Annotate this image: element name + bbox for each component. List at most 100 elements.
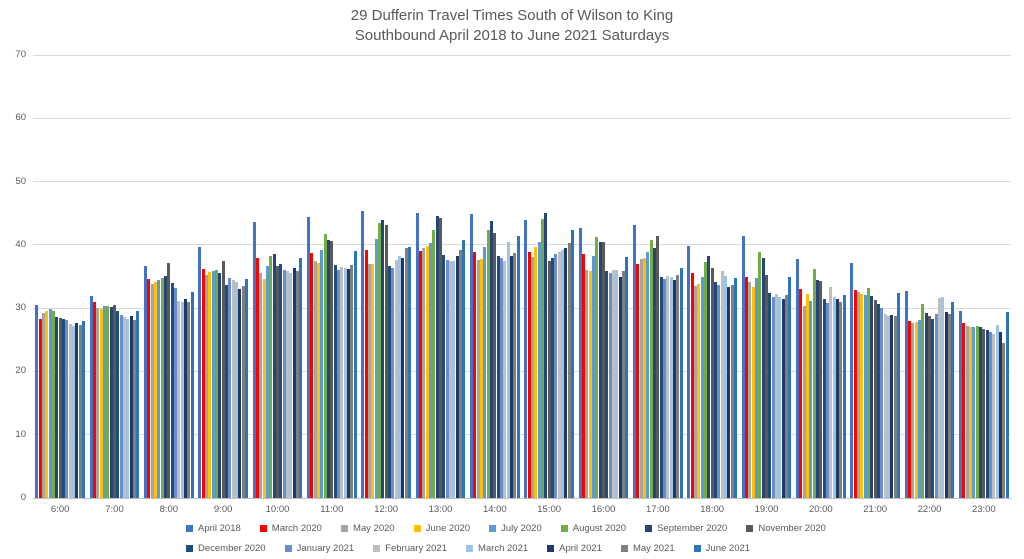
bar: [850, 262, 854, 498]
bar: [225, 284, 228, 498]
bar: [911, 323, 915, 498]
y-axis-label: 40: [15, 238, 26, 250]
bar: [167, 262, 171, 498]
bar: [394, 260, 398, 498]
bar: [890, 315, 894, 498]
legend-item: April 2018: [186, 523, 241, 534]
bar: [238, 289, 242, 498]
legend-label: May 2020: [352, 523, 395, 534]
bar: [235, 281, 238, 498]
bar: [62, 318, 65, 498]
bar: [944, 311, 948, 498]
bar: [557, 251, 561, 498]
bar: [119, 315, 123, 498]
y-axis-label: 10: [15, 428, 26, 440]
bar: [751, 286, 755, 498]
bar: [663, 279, 666, 498]
bar: [985, 330, 989, 498]
chart-title-line2: Southbound April 2018 to June 2021 Satur…: [354, 27, 670, 44]
bar: [700, 277, 704, 498]
bar: [432, 229, 436, 498]
bar-group-17:00: [631, 55, 685, 498]
bar: [228, 278, 232, 498]
bar: [513, 253, 517, 498]
x-axis-label: 23:00: [971, 504, 996, 515]
legend-item: May 2021: [620, 543, 675, 554]
bar: [136, 310, 140, 498]
bar: [781, 299, 785, 498]
bar: [442, 254, 446, 498]
bar: [666, 275, 670, 498]
bar: [832, 296, 836, 498]
bar: [676, 274, 680, 498]
bar-group-7:00: [87, 55, 141, 498]
bar-group-12:00: [359, 55, 413, 498]
legend-label: April 2018: [198, 523, 241, 534]
bar: [266, 266, 269, 498]
legend-item: August 2020: [560, 523, 626, 534]
bar: [516, 236, 520, 498]
bar: [541, 218, 544, 498]
bar: [592, 255, 595, 498]
bar: [999, 331, 1002, 498]
bar: [897, 292, 900, 498]
legend-swatch-icon: [413, 525, 421, 532]
bar-group-10:00: [250, 55, 304, 498]
bar-group-20:00: [794, 55, 848, 498]
legend-label: June 2021: [705, 543, 751, 554]
gridline-y10: [33, 434, 1011, 436]
bar: [741, 236, 745, 498]
bar: [860, 293, 864, 498]
bar: [126, 318, 130, 498]
bar: [289, 273, 293, 498]
bar: [962, 322, 966, 498]
legend-label: June 2020: [425, 523, 471, 534]
bar: [262, 279, 266, 498]
bar-group-11:00: [305, 55, 359, 498]
bar-group-15:00: [522, 55, 576, 498]
bar: [462, 240, 466, 498]
legend-swatch-icon: [186, 545, 193, 552]
bar: [605, 270, 609, 498]
bar: [602, 242, 605, 498]
bar: [452, 261, 456, 498]
bar: [323, 234, 327, 498]
bar: [208, 272, 212, 498]
bar: [190, 291, 194, 498]
bar: [816, 280, 819, 498]
bar: [327, 239, 330, 498]
bar: [544, 213, 548, 498]
bar: [687, 245, 691, 498]
bar: [969, 327, 972, 498]
legend-label: April 2021: [559, 543, 602, 554]
bar: [269, 255, 273, 498]
bar: [347, 268, 350, 498]
bar: [924, 313, 928, 498]
bar: [992, 334, 996, 498]
bar: [965, 325, 969, 498]
x-axis-label: 12:00: [374, 504, 399, 515]
bar: [445, 260, 449, 498]
bar: [78, 324, 82, 498]
bar: [490, 220, 493, 498]
bar: [378, 222, 381, 498]
bar: [585, 269, 589, 498]
bar: [310, 253, 314, 498]
legend-label: September 2020: [657, 523, 728, 534]
bar: [643, 258, 646, 498]
bar: [483, 247, 487, 498]
bar: [921, 304, 925, 498]
x-axis-label: 13:00: [428, 504, 453, 515]
bar: [154, 282, 157, 498]
x-axis-label: 22:00: [917, 504, 942, 515]
gridline-y50: [33, 181, 1011, 183]
bar: [350, 265, 354, 498]
bar: [96, 308, 100, 498]
bar: [177, 300, 181, 498]
bar: [75, 322, 79, 498]
legend-item: November 2020: [746, 523, 826, 534]
bar: [893, 315, 897, 498]
bar: [470, 213, 473, 498]
bar: [765, 274, 768, 498]
bar: [374, 239, 378, 498]
